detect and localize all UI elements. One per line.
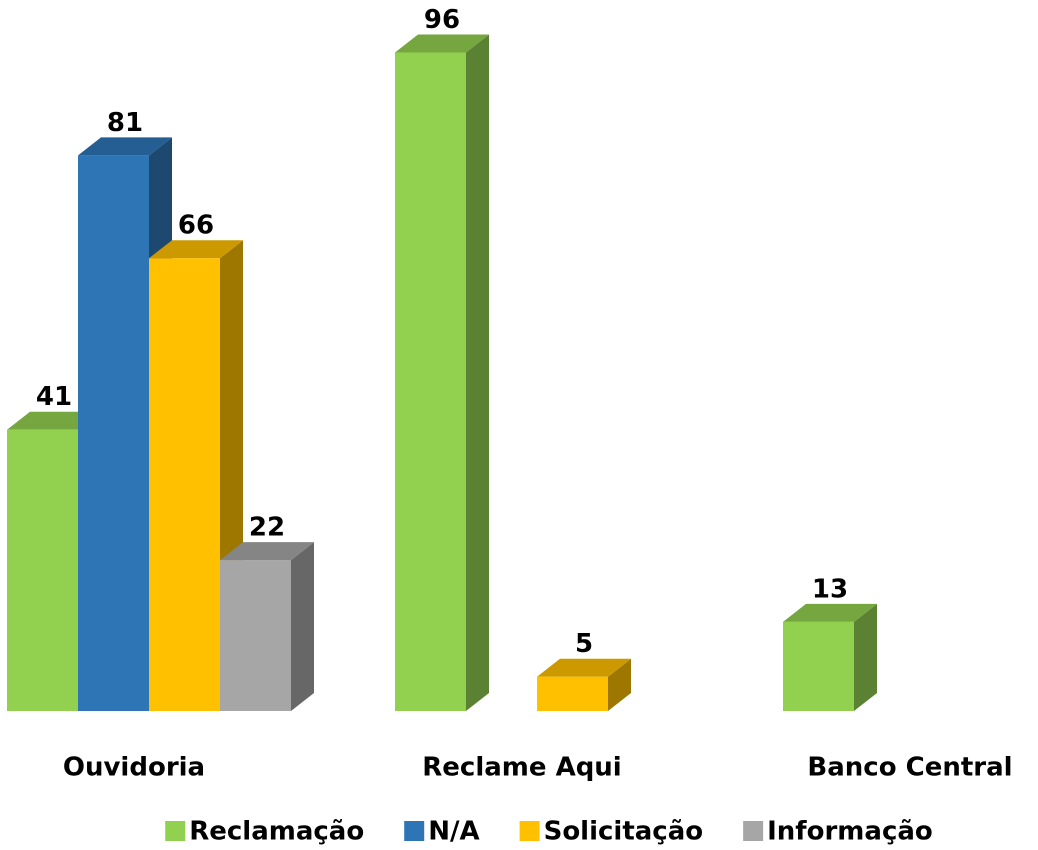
bar-front (149, 258, 220, 711)
value-label: 22 (249, 513, 285, 543)
legend-label: Reclamação (189, 817, 364, 847)
bar-top (783, 603, 877, 622)
legend-swatch (743, 821, 764, 841)
legend-swatch (404, 821, 425, 841)
value-label: 5 (575, 629, 593, 659)
bar (537, 658, 631, 711)
legend-swatch (519, 821, 540, 841)
bar-side (854, 603, 877, 711)
bar-top (537, 658, 631, 677)
bar-top (149, 240, 243, 259)
bar-top (7, 411, 101, 430)
bar-top (220, 542, 314, 561)
bar-front (78, 155, 149, 712)
bar-front (220, 560, 291, 711)
x-tick-label: Banco Central (807, 753, 1012, 783)
legend-label: N/A (428, 817, 479, 847)
value-label: 41 (36, 382, 72, 412)
x-tick-label: Ouvidoria (63, 753, 205, 783)
bar-top (395, 34, 489, 53)
bar (783, 603, 877, 711)
value-label: 66 (178, 211, 214, 241)
bar (395, 34, 489, 711)
value-label: 81 (107, 108, 143, 138)
x-tick-label: Reclame Aqui (422, 753, 621, 783)
bar-side (466, 34, 489, 711)
bar-top (78, 137, 172, 156)
bar-side (291, 542, 314, 711)
legend-swatch (165, 821, 186, 841)
legend-label: Solicitação (544, 817, 704, 847)
bar-front (7, 429, 78, 711)
bar-side (608, 658, 631, 711)
legend-label: Informação (767, 817, 933, 847)
value-label: 96 (424, 5, 460, 35)
value-label: 13 (812, 574, 848, 604)
bar-front (783, 621, 854, 711)
bar-front (395, 52, 466, 711)
bar-front (537, 676, 608, 711)
bar (220, 542, 314, 711)
